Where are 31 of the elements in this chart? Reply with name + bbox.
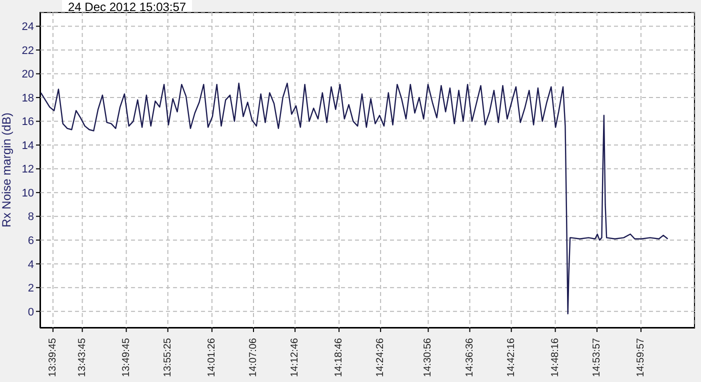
y-tick-label: 14: [22, 140, 34, 152]
y-tick-label: 2: [28, 282, 34, 295]
line-series: [40, 82, 668, 314]
x-tick-label: 14:48:16: [550, 338, 561, 377]
x-tick-label: 13:55:25: [162, 338, 174, 377]
y-axis-title: Rx Noise margin (dB): [0, 112, 14, 228]
x-tick-label: 14:30:56: [422, 338, 434, 377]
x-tick-label: 14:42:16: [506, 338, 517, 377]
y-tick-label: 10: [22, 187, 34, 200]
x-tick-label: 14:18:46: [334, 338, 345, 377]
x-tick-label: 14:01:26: [206, 338, 218, 377]
y-tick-label: 16: [22, 116, 34, 128]
y-tick-label: 8: [28, 211, 34, 224]
x-tick-label: 13:43:45: [76, 338, 88, 377]
y-tick-label: 22: [22, 44, 34, 57]
x-tick-label: 13:49:45: [120, 338, 132, 377]
x-tick-label: 14:07:06: [248, 338, 259, 377]
y-tick-label: 24: [22, 21, 34, 34]
y-tick-label: 0: [28, 306, 34, 318]
x-tick-label: 13:39:45: [47, 338, 58, 377]
x-tick-label: 14:36:36: [464, 338, 476, 377]
y-tick-label: 12: [22, 164, 34, 176]
y-tick-label: 18: [22, 92, 34, 104]
y-tick-label: 4: [28, 258, 34, 271]
x-tick-label: 14:59:57: [635, 338, 646, 377]
y-tick-label: 20: [22, 68, 34, 81]
chart-title: 24 Dec 2012 15:03:57: [62, 0, 192, 15]
x-tick-label: 14:24:26: [375, 338, 386, 377]
y-tick-label: 6: [28, 234, 34, 247]
x-tick-label: 14:53:57: [591, 338, 602, 377]
x-tick-label: 14:12:46: [290, 338, 301, 377]
